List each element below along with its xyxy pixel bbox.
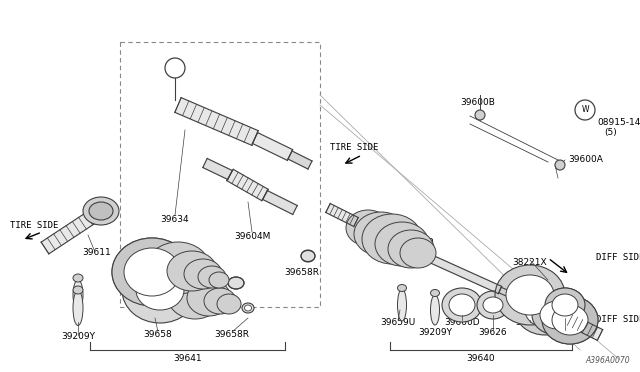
- Ellipse shape: [431, 289, 440, 296]
- Polygon shape: [252, 132, 292, 160]
- Text: 08915-1401A: 08915-1401A: [597, 118, 640, 127]
- Text: DIFF SIDE: DIFF SIDE: [596, 315, 640, 324]
- Text: TIRE SIDE: TIRE SIDE: [10, 221, 58, 230]
- Text: 38221X: 38221X: [513, 258, 547, 267]
- Ellipse shape: [146, 242, 210, 294]
- Ellipse shape: [375, 222, 429, 266]
- Ellipse shape: [525, 293, 565, 327]
- Ellipse shape: [400, 238, 436, 268]
- Ellipse shape: [73, 280, 83, 310]
- Ellipse shape: [209, 272, 229, 288]
- Text: 39611: 39611: [82, 248, 111, 257]
- Ellipse shape: [204, 288, 236, 314]
- Ellipse shape: [397, 285, 406, 292]
- Ellipse shape: [540, 301, 574, 329]
- Polygon shape: [499, 287, 546, 313]
- Text: W: W: [581, 106, 589, 115]
- Ellipse shape: [73, 291, 83, 326]
- Ellipse shape: [244, 305, 252, 311]
- Ellipse shape: [184, 259, 222, 289]
- Polygon shape: [41, 209, 99, 254]
- Text: DIFF SIDE: DIFF SIDE: [596, 253, 640, 263]
- Polygon shape: [567, 315, 603, 340]
- Text: 39604M: 39604M: [234, 232, 270, 241]
- Text: 39209Y: 39209Y: [418, 328, 452, 337]
- Ellipse shape: [242, 303, 254, 313]
- Ellipse shape: [552, 305, 588, 335]
- Polygon shape: [417, 249, 502, 294]
- Ellipse shape: [217, 294, 241, 314]
- Ellipse shape: [73, 274, 83, 282]
- Ellipse shape: [89, 202, 113, 220]
- Polygon shape: [288, 151, 312, 169]
- Ellipse shape: [506, 275, 554, 315]
- Text: 39658R: 39658R: [214, 330, 250, 339]
- Ellipse shape: [228, 277, 244, 289]
- Ellipse shape: [301, 250, 315, 262]
- Ellipse shape: [477, 291, 509, 319]
- Polygon shape: [175, 97, 258, 145]
- Bar: [120, 42, 320, 307]
- Ellipse shape: [397, 289, 406, 321]
- Polygon shape: [326, 203, 358, 227]
- Ellipse shape: [555, 160, 565, 170]
- Ellipse shape: [545, 288, 585, 322]
- Text: 39626: 39626: [479, 328, 508, 337]
- Text: 39616: 39616: [550, 328, 579, 337]
- Ellipse shape: [124, 248, 180, 296]
- Ellipse shape: [442, 288, 482, 322]
- Ellipse shape: [167, 271, 223, 319]
- Ellipse shape: [495, 265, 565, 325]
- Text: 39600D: 39600D: [444, 318, 480, 327]
- Text: (5): (5): [604, 128, 617, 137]
- Text: 39600B: 39600B: [461, 98, 495, 107]
- Text: 39600A: 39600A: [568, 155, 603, 164]
- Ellipse shape: [187, 280, 231, 316]
- Ellipse shape: [388, 230, 434, 268]
- Ellipse shape: [542, 296, 598, 344]
- Text: 39658R: 39658R: [285, 268, 319, 277]
- Text: A396A0070: A396A0070: [586, 356, 630, 365]
- Ellipse shape: [354, 212, 408, 256]
- Text: 39209Y: 39209Y: [61, 332, 95, 341]
- Polygon shape: [263, 190, 297, 215]
- Ellipse shape: [431, 295, 440, 325]
- Text: TIRE SIDE: TIRE SIDE: [330, 144, 378, 153]
- Ellipse shape: [552, 294, 578, 316]
- Ellipse shape: [542, 296, 598, 344]
- Polygon shape: [203, 158, 232, 180]
- Text: 39634: 39634: [161, 215, 189, 224]
- Ellipse shape: [532, 295, 582, 335]
- Ellipse shape: [449, 294, 475, 316]
- Ellipse shape: [73, 286, 83, 294]
- Ellipse shape: [545, 288, 585, 322]
- Ellipse shape: [483, 297, 503, 313]
- Text: 39654: 39654: [516, 318, 544, 327]
- Ellipse shape: [122, 257, 198, 323]
- Ellipse shape: [112, 238, 192, 306]
- Ellipse shape: [475, 110, 485, 120]
- Text: 39640: 39640: [467, 354, 495, 363]
- Ellipse shape: [515, 285, 575, 335]
- Ellipse shape: [362, 214, 422, 264]
- Ellipse shape: [346, 210, 390, 246]
- Ellipse shape: [198, 266, 226, 288]
- Text: 39658: 39658: [143, 330, 172, 339]
- Text: 39641: 39641: [173, 354, 202, 363]
- Ellipse shape: [136, 270, 184, 310]
- Ellipse shape: [167, 251, 217, 291]
- Ellipse shape: [112, 238, 192, 306]
- Ellipse shape: [83, 197, 119, 225]
- Polygon shape: [227, 169, 268, 201]
- Text: 39600: 39600: [406, 238, 435, 247]
- Text: 39659U: 39659U: [380, 318, 415, 327]
